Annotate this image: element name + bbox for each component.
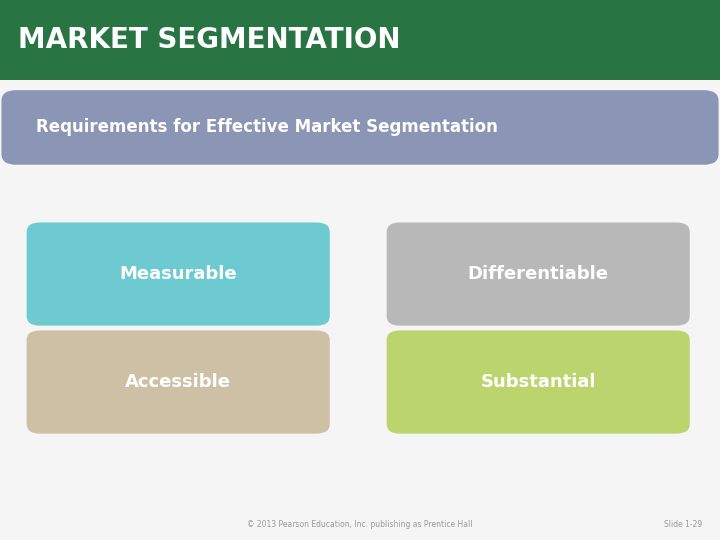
FancyBboxPatch shape — [0, 80, 720, 540]
FancyBboxPatch shape — [0, 0, 720, 80]
FancyBboxPatch shape — [387, 330, 690, 434]
Text: Accessible: Accessible — [125, 373, 231, 391]
Text: Requirements for Effective Market Segmentation: Requirements for Effective Market Segmen… — [36, 118, 498, 137]
Text: MARKET SEGMENTATION: MARKET SEGMENTATION — [18, 26, 400, 54]
FancyBboxPatch shape — [0, 0, 720, 80]
Text: Measurable: Measurable — [120, 265, 237, 283]
Text: © 2013 Pearson Education, Inc. publishing as Prentice Hall: © 2013 Pearson Education, Inc. publishin… — [247, 521, 473, 529]
Text: Differentiable: Differentiable — [468, 265, 608, 283]
Text: Substantial: Substantial — [480, 373, 596, 391]
FancyBboxPatch shape — [27, 222, 330, 326]
Text: Slide 1-29: Slide 1-29 — [664, 521, 702, 529]
FancyBboxPatch shape — [27, 330, 330, 434]
FancyBboxPatch shape — [387, 222, 690, 326]
FancyBboxPatch shape — [1, 90, 719, 165]
